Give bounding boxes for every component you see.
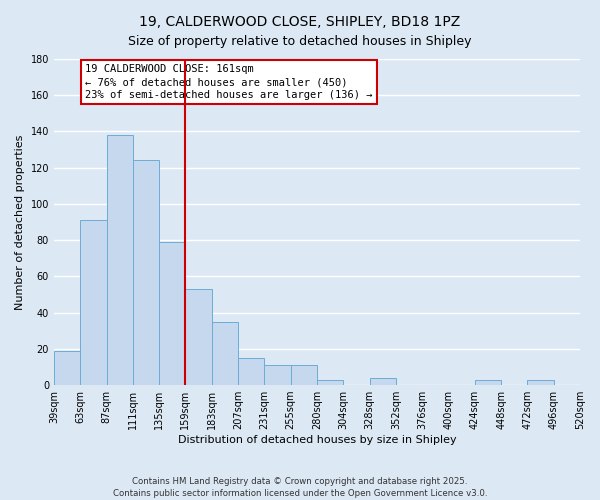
X-axis label: Distribution of detached houses by size in Shipley: Distribution of detached houses by size …: [178, 435, 456, 445]
Bar: [475, 380, 501, 385]
Bar: [370, 378, 396, 385]
Bar: [107, 135, 133, 385]
Bar: [527, 380, 554, 385]
Bar: [212, 322, 238, 385]
Text: 19 CALDERWOOD CLOSE: 161sqm
← 76% of detached houses are smaller (450)
23% of se: 19 CALDERWOOD CLOSE: 161sqm ← 76% of det…: [85, 64, 373, 100]
Bar: [265, 365, 290, 385]
Bar: [238, 358, 265, 385]
Bar: [185, 289, 212, 385]
Text: 19, CALDERWOOD CLOSE, SHIPLEY, BD18 1PZ: 19, CALDERWOOD CLOSE, SHIPLEY, BD18 1PZ: [139, 15, 461, 29]
Bar: [54, 350, 80, 385]
Y-axis label: Number of detached properties: Number of detached properties: [15, 134, 25, 310]
Bar: [80, 220, 107, 385]
Bar: [317, 380, 343, 385]
Bar: [290, 365, 317, 385]
Bar: [133, 160, 159, 385]
Bar: [159, 242, 185, 385]
Text: Contains HM Land Registry data © Crown copyright and database right 2025.
Contai: Contains HM Land Registry data © Crown c…: [113, 476, 487, 498]
Text: Size of property relative to detached houses in Shipley: Size of property relative to detached ho…: [128, 35, 472, 48]
